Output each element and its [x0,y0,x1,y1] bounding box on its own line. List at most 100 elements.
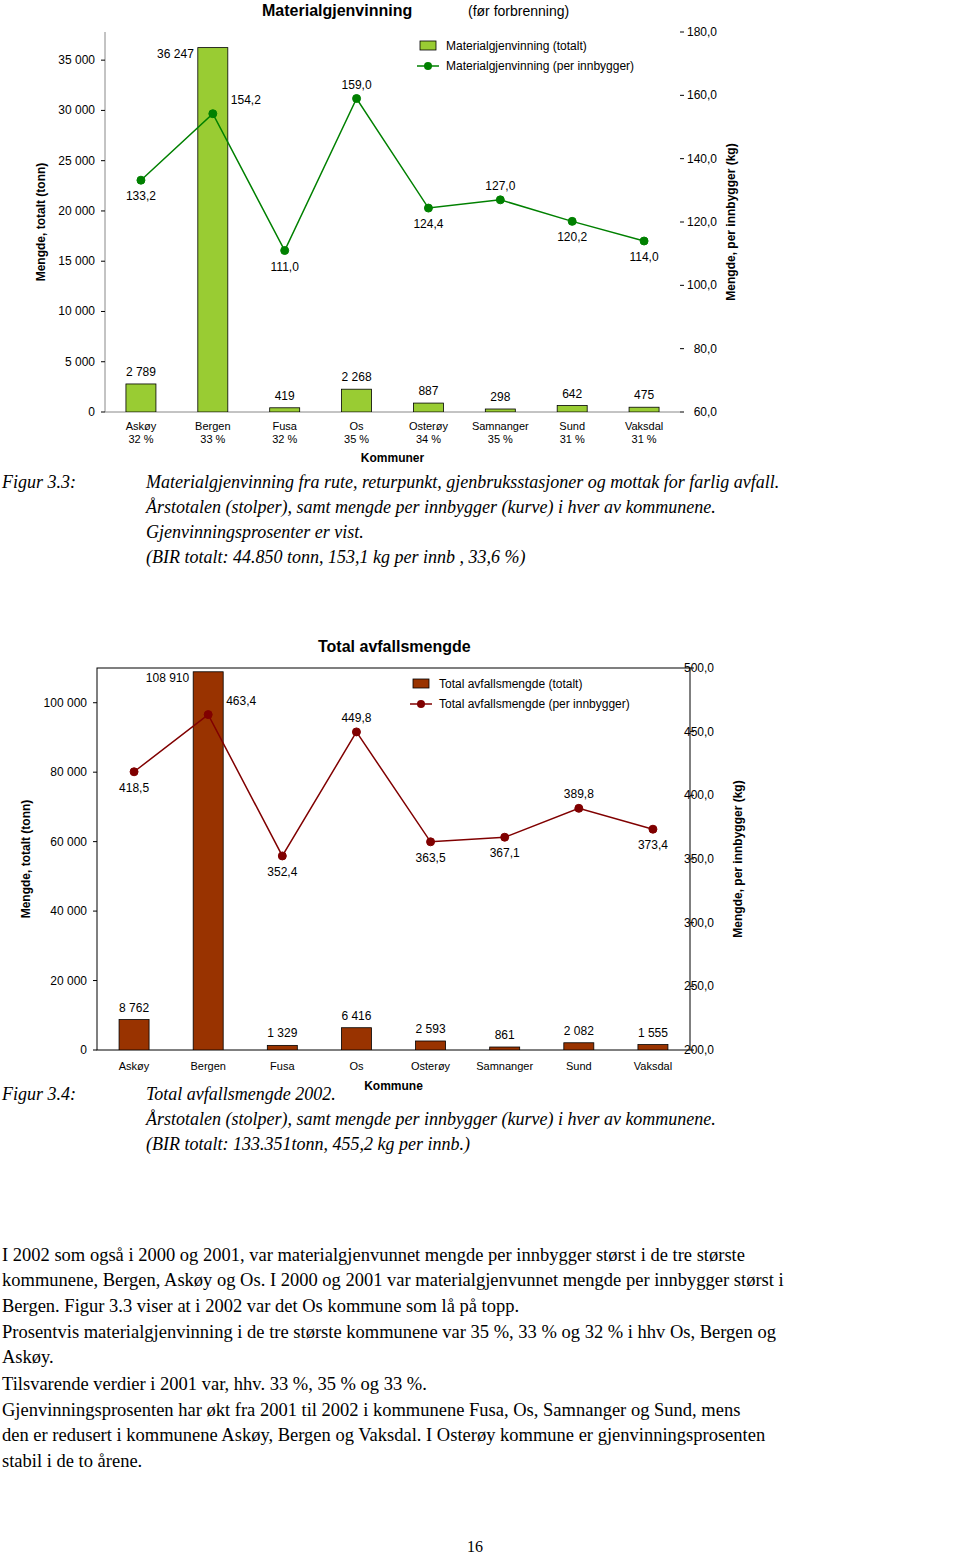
line-label: 154,2 [231,93,261,107]
plot-area [119,672,668,1050]
percentage-label: 35 % [344,433,369,445]
line-marker [209,110,217,118]
percentage-label: 31 % [632,433,657,445]
body-line: den er redusert i kommunene Askøy, Berge… [2,1425,765,1445]
y-tick [101,261,105,262]
percentage-label: 32 % [128,433,153,445]
bar-label: 2 789 [126,365,156,379]
line-marker [575,804,583,812]
category-label: Samnanger [472,420,529,432]
legend-marker [424,62,432,70]
category-label: Sund [559,420,585,432]
legend-marker [417,700,425,708]
category-label: Os [349,1060,364,1072]
line-marker [352,728,360,736]
line-marker [353,95,361,103]
y-tick-label: 35 000 [58,53,95,67]
page: Materialgjenvinning (før forbrenning) 0 5 0… [0,0,960,1560]
y-tick [93,772,97,773]
caption-line: (BIR totalt: 44.850 tonn, 153,1 kg per i… [146,547,525,568]
line-label: 133,2 [126,189,156,203]
category-label: Samnanger [476,1060,533,1072]
line-marker [501,833,509,841]
y2-axis-title: Mengde, per innbygger (kg) [731,780,745,937]
bar [557,406,587,412]
bar-label: 861 [495,1028,515,1042]
category-label: Askøy [126,420,157,432]
y2-tick-label: 300,0 [684,916,714,930]
legend-swatch [413,679,429,688]
line-label: 449,8 [341,711,371,725]
bar [193,672,223,1050]
category-label: Bergen [190,1060,225,1072]
category-label: Vaksdal [625,420,663,432]
category-label: Osterøy [411,1060,451,1072]
y-tick-label: 0 [88,405,95,419]
line-marker [568,217,576,225]
line-label: 418,5 [119,781,149,795]
caption-line: Gjenvinningsprosenter er vist. [146,522,364,542]
y2-tick-label: 350,0 [684,852,714,866]
y-tick [93,911,97,912]
data-labels: 2 78936 2474192 268887298642475133,2154,… [126,47,659,404]
line-label: 127,0 [485,179,515,193]
caption-line: Årstotalen (stolper), samt mengde per in… [145,1109,716,1130]
chart: Total avfallsmengde020 00040 00060 00080… [19,638,745,1093]
percentage-label: 34 % [416,433,441,445]
line-label: 373,4 [638,838,668,852]
y-axis-line [105,32,106,412]
line-marker [281,247,289,255]
category-label: Osterøy [409,420,449,432]
y-tick-label: 0 [80,1043,87,1057]
y-tick [101,60,105,61]
y-tick [101,160,105,161]
y-tick-label: 30 000 [58,103,95,117]
bar-label: 2 082 [564,1024,594,1038]
y-tick [93,1050,97,1051]
y2-tick [680,348,684,349]
body-line: I 2002 som også i 2000 og 2001, var mate… [2,1245,745,1265]
line-marker [204,711,212,719]
y-tick [93,702,97,703]
y-tick [101,110,105,111]
bar [341,1028,371,1050]
caption-line: (BIR totalt: 133.351tonn, 455,2 kg per i… [146,1134,470,1155]
line-label: 120,2 [557,230,587,244]
y-tick-label: 5 000 [65,355,95,369]
legend: Materialgjenvinning (totalt)Materialgjen… [417,39,634,73]
bar-label: 642 [562,387,582,401]
bar-label: 419 [275,389,295,403]
y2-tick [680,412,684,413]
y2-tick-label: 160,0 [687,88,717,102]
y-tick [93,980,97,981]
y2-tick-label: 250,0 [684,979,714,993]
chart-title: Total avfallsmengde [318,638,471,655]
line-label: 389,8 [564,787,594,801]
body-line: Bergen. Figur 3.3 viser at i 2002 var de… [2,1296,519,1316]
caption-label: Figur 3.3: [1,472,76,492]
body-line: kommunene, Bergen, Askøy og Os. I 2000 o… [2,1270,784,1290]
legend-label: Total avfallsmengde (per innbygger) [439,697,630,711]
bar-label: 475 [634,388,654,402]
line-marker [427,838,435,846]
chart-subtitle: (før forbrenning) [468,3,569,19]
y-tick-label: 20 000 [58,204,95,218]
y-tick [101,210,105,211]
y2-tick-label: 140,0 [687,152,717,166]
line-label: 111,0 [271,260,300,274]
caption-label: Figur 3.4: [1,1084,76,1104]
category-label: Fusa [272,420,297,432]
bar-label: 2 593 [416,1022,446,1036]
y2-tick-label: 60,0 [694,405,718,419]
body-line: Tilsvarende verdier i 2001 var, hhv. 33 … [2,1374,427,1394]
bar-label: 298 [490,390,510,404]
y2-tick [680,285,684,286]
y2-tick [680,158,684,159]
chart-title: Materialgjenvinning [262,2,412,19]
bar [638,1045,668,1050]
y2-tick-label: 80,0 [694,342,718,356]
line-marker [137,176,145,184]
line-marker [424,204,432,212]
category-label: Fusa [270,1060,295,1072]
y-tick-label: 10 000 [58,304,95,318]
